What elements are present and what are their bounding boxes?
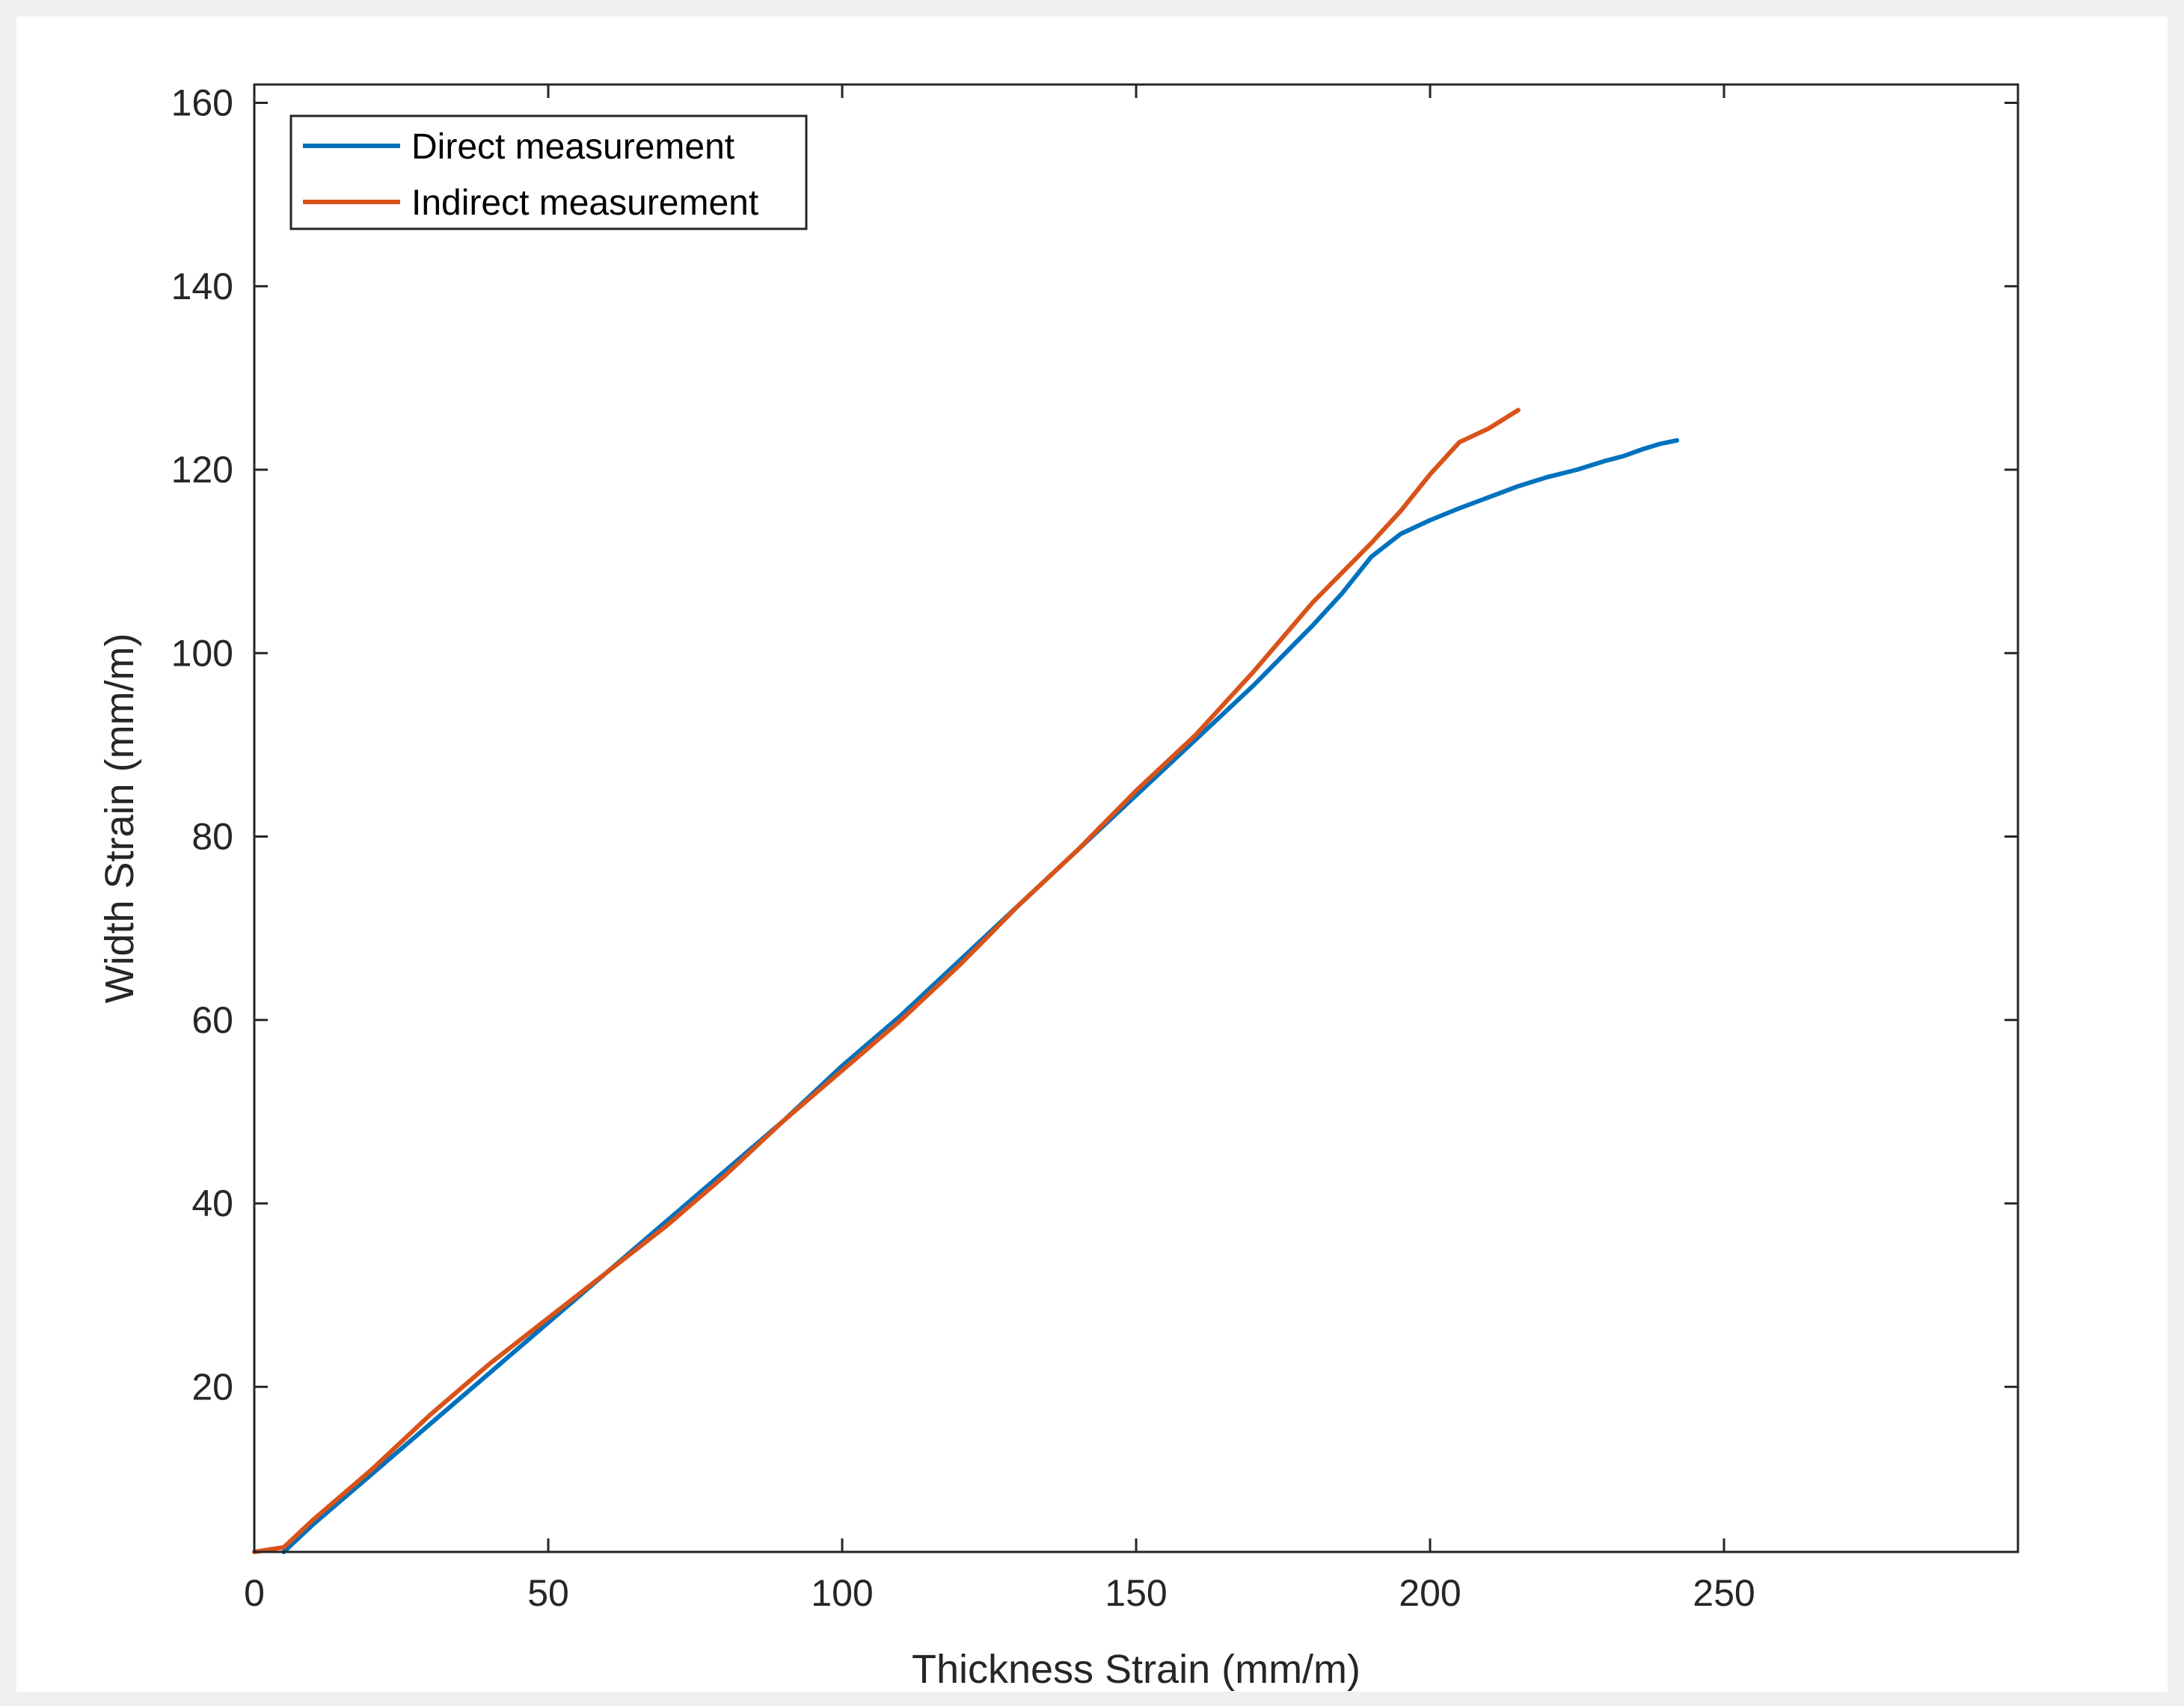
x-tick-label: 0 <box>244 1572 265 1614</box>
y-tick-label: 100 <box>171 632 233 674</box>
axes-box <box>253 83 2019 1553</box>
x-axis-label: Thickness Strain (mm/m) <box>912 1647 1361 1692</box>
y-tick-label: 120 <box>171 449 233 491</box>
series-layer <box>252 408 1680 1554</box>
legend-box <box>289 114 808 230</box>
legend-label-indirect: Indirect measurement <box>411 183 758 223</box>
series-line-indirect <box>252 408 1521 1554</box>
series-line-direct <box>281 438 1680 1554</box>
ticks: 0 50 100 150 200 250 20 40 60 80 100 120 140 160 <box>171 82 2018 1614</box>
y-tick-label: 40 <box>191 1182 233 1224</box>
x-tick-label: 150 <box>1105 1572 1167 1614</box>
y-tick-label: 80 <box>191 816 233 858</box>
y-tick-label: 160 <box>171 82 233 124</box>
y-axis-label: Width Strain (mm/m) <box>97 633 142 1003</box>
y-tick-label: 60 <box>191 999 233 1041</box>
legend-label-direct: Direct measurement <box>411 127 734 167</box>
x-tick-label: 100 <box>811 1572 873 1614</box>
x-tick-label: 250 <box>1693 1572 1755 1614</box>
x-tick-label: 50 <box>527 1572 569 1614</box>
legend[interactable]: Direct measurement Indirect measurement <box>289 114 808 230</box>
y-tick-label: 140 <box>171 266 233 307</box>
x-tick-label: 200 <box>1399 1572 1461 1614</box>
plot-background <box>16 16 2168 1692</box>
y-tick-label: 20 <box>191 1366 233 1408</box>
